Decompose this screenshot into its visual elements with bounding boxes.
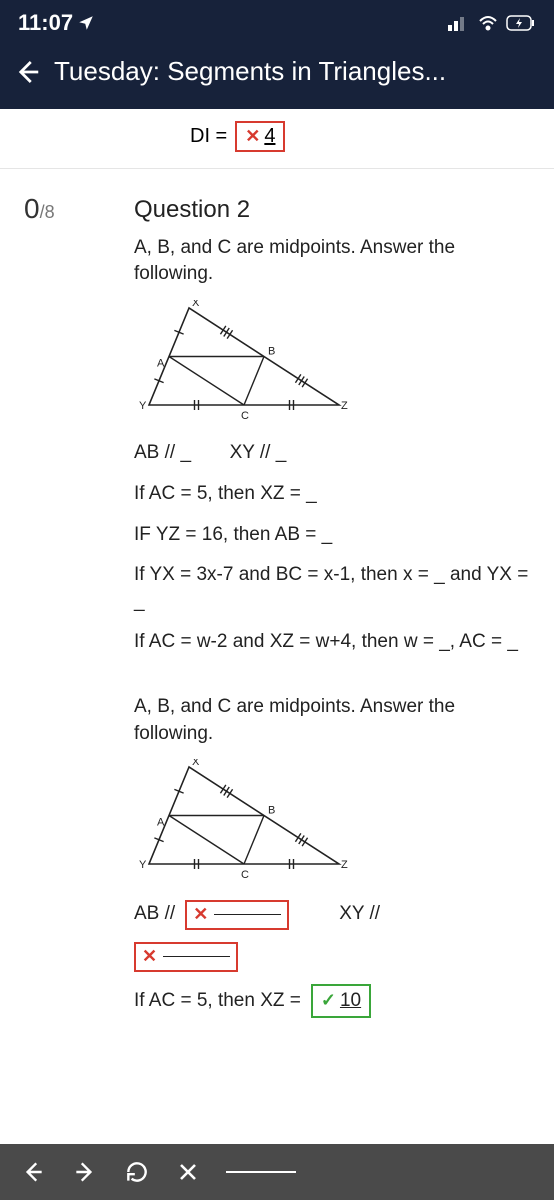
triangle-diagram-2: X Y Z A B C <box>134 759 530 888</box>
svg-text:B: B <box>268 345 275 357</box>
question-line-2: If AC = 5, then XZ = _ <box>134 481 530 508</box>
svg-text:Z: Z <box>341 859 348 871</box>
bottom-toolbar <box>0 1144 554 1200</box>
page-title: Tuesday: Segments in Triangles... <box>54 56 446 87</box>
svg-text:A: A <box>157 357 165 369</box>
nav-back-icon[interactable] <box>20 1159 46 1185</box>
ac-label: If AC = 5, then XZ = <box>134 988 301 1015</box>
xy-label: XY // <box>339 901 380 928</box>
question-prompt: A, B, and C are midpoints. Answer the fo… <box>134 235 530 288</box>
location-arrow-icon <box>77 14 95 32</box>
x-icon: ✕ <box>245 126 260 147</box>
svg-text:Y: Y <box>139 859 147 871</box>
previous-answer-row: DI = ✕ 4 <box>0 109 554 169</box>
question-title: Question 2 <box>134 193 530 227</box>
score-of: /8 <box>40 202 55 222</box>
svg-text:A: A <box>157 817 165 829</box>
toolbar-input-line[interactable] <box>226 1171 296 1173</box>
status-bar: 11:07 <box>0 0 554 46</box>
battery-icon <box>506 14 536 32</box>
ac-answer-box: ✓ 10 <box>311 984 371 1019</box>
ab-label: AB // <box>134 901 175 928</box>
question-line-4: If YX = 3x-7 and BC = x-1, then x = _ an… <box>134 562 530 615</box>
check-icon: ✓ <box>321 988 336 1013</box>
question-prompt-2: A, B, and C are midpoints. Answer the fo… <box>134 694 530 747</box>
refresh-icon[interactable] <box>124 1159 150 1185</box>
triangle-diagram-1: X Y Z A B C <box>134 300 530 429</box>
svg-text:X: X <box>192 300 200 309</box>
question-line-5: If AC = w-2 and XZ = w+4, then w = _, AC… <box>134 629 530 656</box>
prev-answer-value: 4 <box>264 125 275 148</box>
nav-forward-icon[interactable] <box>72 1159 98 1185</box>
answer-line-xy: ✕ <box>134 942 530 972</box>
answer-line-ab: AB // ✕ XY // <box>134 900 530 930</box>
status-time: 11:07 <box>18 10 73 36</box>
prev-label: DI = <box>190 125 227 148</box>
svg-text:X: X <box>192 759 200 768</box>
x-icon: ✕ <box>193 902 208 927</box>
wifi-icon <box>478 15 498 31</box>
ab-answer-box[interactable]: ✕ <box>185 900 289 930</box>
svg-text:B: B <box>268 805 275 817</box>
ac-answer-value: 10 <box>340 988 361 1015</box>
close-icon[interactable] <box>176 1160 200 1184</box>
svg-text:C: C <box>241 869 249 879</box>
svg-text:Z: Z <box>341 400 348 412</box>
question-line-1: AB // _ XY // _ <box>134 440 530 467</box>
xy-answer-box[interactable]: ✕ <box>134 942 238 972</box>
question-line-3: IF YZ = 16, then AB = _ <box>134 522 530 549</box>
back-arrow-icon[interactable] <box>12 57 42 87</box>
svg-text:C: C <box>241 410 249 420</box>
answer-line-ac: If AC = 5, then XZ = ✓ 10 <box>134 984 530 1019</box>
prev-answer-box: ✕ 4 <box>235 121 285 152</box>
score: 0/8 <box>24 193 94 1030</box>
svg-text:Y: Y <box>139 400 147 412</box>
signal-icon <box>448 15 470 31</box>
app-header: Tuesday: Segments in Triangles... <box>0 46 554 109</box>
score-got: 0 <box>24 193 40 224</box>
x-icon: ✕ <box>142 944 157 969</box>
